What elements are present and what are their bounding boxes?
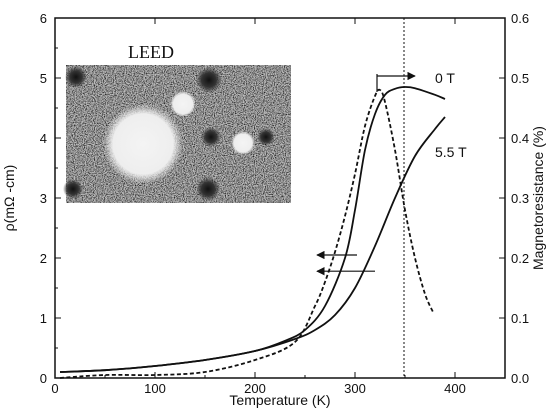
y-right-tick-label: 0.2 [511,251,529,266]
y-left-tick-label: 5 [40,71,47,86]
leed-spot [257,128,275,146]
y-left-axis-label: ρ(mΩ -cm) [1,165,17,232]
y-left-tick-label: 0 [40,371,47,386]
y-right-tick-label: 0.6 [511,11,529,26]
plot-marks [59,71,446,379]
label-0t: 0 T [435,70,455,86]
y-right-tick-label: 0.0 [511,371,529,386]
y-right-tick-label: 0.5 [511,71,529,86]
y-right-axis-label: Magnetoresistance (%) [530,126,546,270]
y-left-tick-label: 4 [40,131,47,146]
x-tick-label: 400 [444,381,466,396]
leed-spot [63,179,83,199]
x-tick-label: 300 [344,381,366,396]
label-5-5t: 5.5 T [435,144,467,160]
leed-blank-spot [103,104,183,184]
leed-title: LEED [128,42,174,62]
leed-spot [196,67,222,93]
x-tick-label: 200 [244,381,266,396]
y-right-tick-label: 0.1 [511,311,529,326]
plot-axes: 0 100 200 300 400 0 1 2 3 4 5 6 0.0 0.1 0.2 0.3 0.4 0.5 0.… [1,11,546,408]
leed-spot [196,177,220,201]
leed-blank-spot [170,91,196,117]
x-tick-label: 0 [51,381,58,396]
leed-blank-spot [231,131,255,155]
leed-spot [201,127,221,147]
y-right-tick-label: 0.4 [511,131,529,146]
x-tick-label: 100 [144,381,166,396]
y-left-tick-label: 1 [40,311,47,326]
x-axis-label: Temperature (K) [229,392,330,408]
y-left-tick-label: 2 [40,251,47,266]
series-line-magnetoresistance [59,88,434,379]
leed-spot [65,66,87,88]
leed-inset-image: LEED [63,42,291,203]
y-left-tick-label: 6 [40,11,47,26]
y-left-tick-label: 3 [40,191,47,206]
series-line-5-5-t [59,116,446,373]
y-right-tick-label: 0.3 [511,191,529,206]
